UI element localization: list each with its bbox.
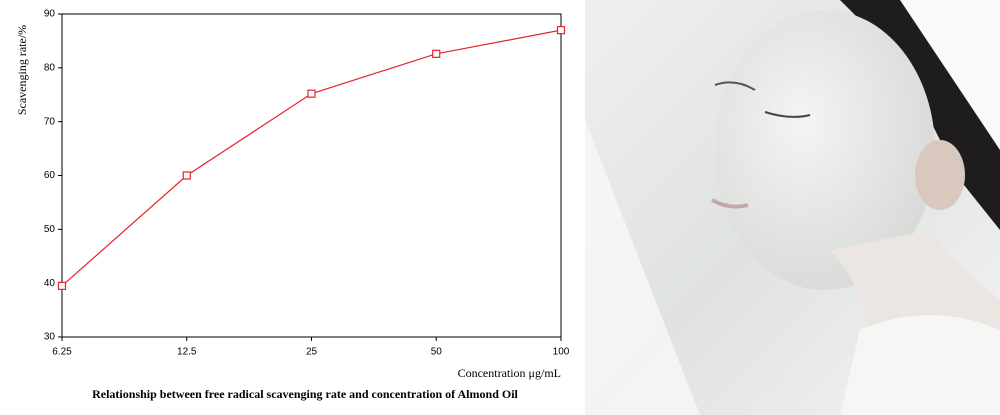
x-tick-label: 6.25 <box>52 347 72 358</box>
point-marker <box>57 281 67 290</box>
plot-frame <box>61 13 562 338</box>
caption: Relationship between free radical scaven… <box>92 387 518 401</box>
x-tick-label: 25 <box>306 347 318 358</box>
y-tick-label: 50 <box>44 224 56 235</box>
y-tick-label: 40 <box>44 278 56 289</box>
point-marker <box>432 49 441 58</box>
x-axis-label: Concentration μg/mL <box>458 366 561 380</box>
point-marker <box>556 26 566 35</box>
point-marker <box>307 89 316 98</box>
photo <box>585 0 1000 415</box>
point-marker <box>182 171 191 180</box>
y-tick-label: 70 <box>44 116 56 127</box>
x-tick-label: 50 <box>431 347 443 358</box>
y-tick-label: 30 <box>44 332 56 343</box>
y-tick-label: 60 <box>44 170 56 181</box>
y-axis-label: Scavenging rate/% <box>15 25 29 115</box>
series-line <box>61 29 562 287</box>
x-tick-label: 12.5 <box>177 347 197 358</box>
y-tick-label: 90 <box>44 9 56 20</box>
x-tick-label: 100 <box>553 347 570 358</box>
y-tick-label: 80 <box>44 62 56 73</box>
